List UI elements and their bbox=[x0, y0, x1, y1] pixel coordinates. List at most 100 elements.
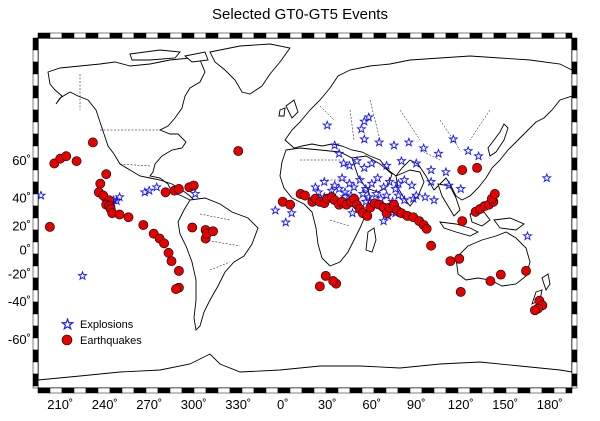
frame-scale-segment bbox=[445, 32, 459, 39]
frame-scale-segment bbox=[571, 241, 578, 255]
frame-scale-segment bbox=[277, 32, 291, 39]
frame-scale-segment bbox=[289, 32, 303, 39]
frame-scale-segment bbox=[32, 85, 39, 99]
frame-scale-segment bbox=[469, 32, 483, 39]
frame-scale-segment bbox=[32, 349, 39, 363]
political-borders bbox=[79, 74, 491, 271]
frame-scale-segment bbox=[571, 229, 578, 243]
earthquake-circle-marker bbox=[187, 222, 198, 233]
frame-scale-segment bbox=[32, 97, 39, 111]
frame-scale-segment bbox=[571, 361, 578, 375]
latitude-tick-label: 40˚ bbox=[12, 191, 31, 206]
frame-scale-segment bbox=[32, 169, 39, 183]
earthquake-circle-marker bbox=[530, 305, 540, 316]
landmasses bbox=[38, 43, 572, 388]
longitude-tick-label: 120˚ bbox=[448, 397, 474, 412]
frame-scale-segment bbox=[301, 387, 315, 394]
frame-scale-segment bbox=[361, 32, 375, 39]
frame-scale-segment bbox=[301, 32, 315, 39]
frame-scale-segment bbox=[373, 32, 387, 39]
latitude-tick-label: -60˚ bbox=[8, 332, 31, 347]
frame-scale-segment bbox=[289, 387, 303, 394]
frame-scale-segment bbox=[325, 387, 339, 394]
frame-scale-segment bbox=[571, 385, 578, 389]
earthquake-circle-marker bbox=[314, 281, 325, 292]
frame-scale-segment bbox=[157, 32, 171, 39]
frame-scale-segment bbox=[571, 85, 578, 99]
frame-scale-segment bbox=[205, 387, 219, 394]
frame-scale-segment bbox=[571, 181, 578, 195]
frame-scale-segment bbox=[32, 337, 39, 351]
frame-scale-segment bbox=[571, 325, 578, 339]
earthquake-circle-marker bbox=[44, 221, 55, 232]
earthquake-circle-marker bbox=[159, 238, 169, 249]
frame-scale-segment bbox=[32, 181, 39, 195]
frame-scale-segment bbox=[505, 32, 519, 39]
earthquake-circle-marker bbox=[114, 209, 125, 220]
frame-scale-segment bbox=[541, 387, 555, 394]
frame-scale-segment bbox=[337, 32, 351, 39]
frame-scale-segment bbox=[217, 387, 231, 394]
frame-scale-segment bbox=[37, 32, 51, 39]
eurasia-outline bbox=[284, 55, 572, 201]
frame-scale-segment bbox=[457, 32, 471, 39]
frame-scale-segment bbox=[49, 387, 63, 394]
antarctica-outline bbox=[38, 353, 572, 388]
frame-scale-segment bbox=[571, 169, 578, 183]
frame-scale-segment bbox=[205, 32, 219, 39]
frame-scale-segment bbox=[571, 217, 578, 231]
frame-scale-segment bbox=[529, 387, 543, 394]
frame-scale-segment bbox=[241, 387, 255, 394]
frame-scale-segment bbox=[32, 133, 39, 147]
earthquake-circle-marker bbox=[457, 165, 468, 175]
longitude-tick-label: 270˚ bbox=[136, 397, 162, 412]
earthquake-circle-marker bbox=[123, 212, 134, 223]
british-isles-outline bbox=[278, 99, 299, 119]
frame-scale-segment bbox=[325, 32, 339, 39]
frame-scale-segment bbox=[181, 387, 195, 394]
earthquake-circle-marker bbox=[160, 187, 171, 198]
frame-scale-segment bbox=[49, 32, 63, 39]
frame-scale-segment bbox=[571, 265, 578, 279]
frame-scale-segment bbox=[433, 32, 447, 39]
frame-scale-segment bbox=[32, 313, 39, 327]
frame-scale-segment bbox=[571, 313, 578, 327]
frame-scale-segment bbox=[157, 387, 171, 394]
earthquake-circle-marker bbox=[188, 180, 199, 191]
frame-scale-segment bbox=[457, 387, 471, 394]
frame-scale-segment bbox=[32, 301, 39, 315]
frame-scale-segment bbox=[409, 32, 423, 39]
frame-scale-segment bbox=[145, 387, 159, 394]
frame-scale-segment bbox=[229, 32, 243, 39]
latitude-tick-label: -20˚ bbox=[8, 267, 31, 282]
frame-scale-segment bbox=[61, 387, 75, 394]
longitude-tick-label: 30˚ bbox=[318, 397, 337, 412]
frame-scale-segment bbox=[169, 387, 183, 394]
frame-scale-segment bbox=[32, 205, 39, 219]
frame-scale-segment bbox=[241, 32, 255, 39]
earthquake-circle-marker bbox=[489, 189, 500, 199]
frame-scale-segment bbox=[32, 289, 39, 303]
earthquake-circle-marker bbox=[454, 253, 465, 264]
frame-scale-segment bbox=[565, 32, 573, 39]
frame-scale-segment bbox=[32, 49, 39, 63]
frame-scale-segment bbox=[541, 32, 555, 39]
frame-scale-segment bbox=[517, 32, 531, 39]
frame-scale-segment bbox=[571, 145, 578, 159]
earthquake-circle-marker bbox=[300, 190, 310, 201]
frame-scale-segment bbox=[571, 49, 578, 63]
earthquake-circle-marker bbox=[166, 256, 177, 267]
earthquake-circle-marker bbox=[138, 220, 149, 230]
frame-scale-bars bbox=[32, 32, 578, 394]
longitude-tick-label: 150˚ bbox=[492, 397, 518, 412]
frame-scale-segment bbox=[32, 157, 39, 171]
frame-scale-segment bbox=[433, 387, 447, 394]
earthquake-circle-marker bbox=[61, 151, 72, 162]
frame-scale-segment bbox=[32, 37, 39, 51]
frame-scale-segment bbox=[571, 277, 578, 291]
frame-scale-segment bbox=[265, 32, 279, 39]
frame-scale-segment bbox=[313, 387, 327, 394]
frame-scale-segment bbox=[337, 387, 351, 394]
frame-scale-segment bbox=[32, 193, 39, 207]
